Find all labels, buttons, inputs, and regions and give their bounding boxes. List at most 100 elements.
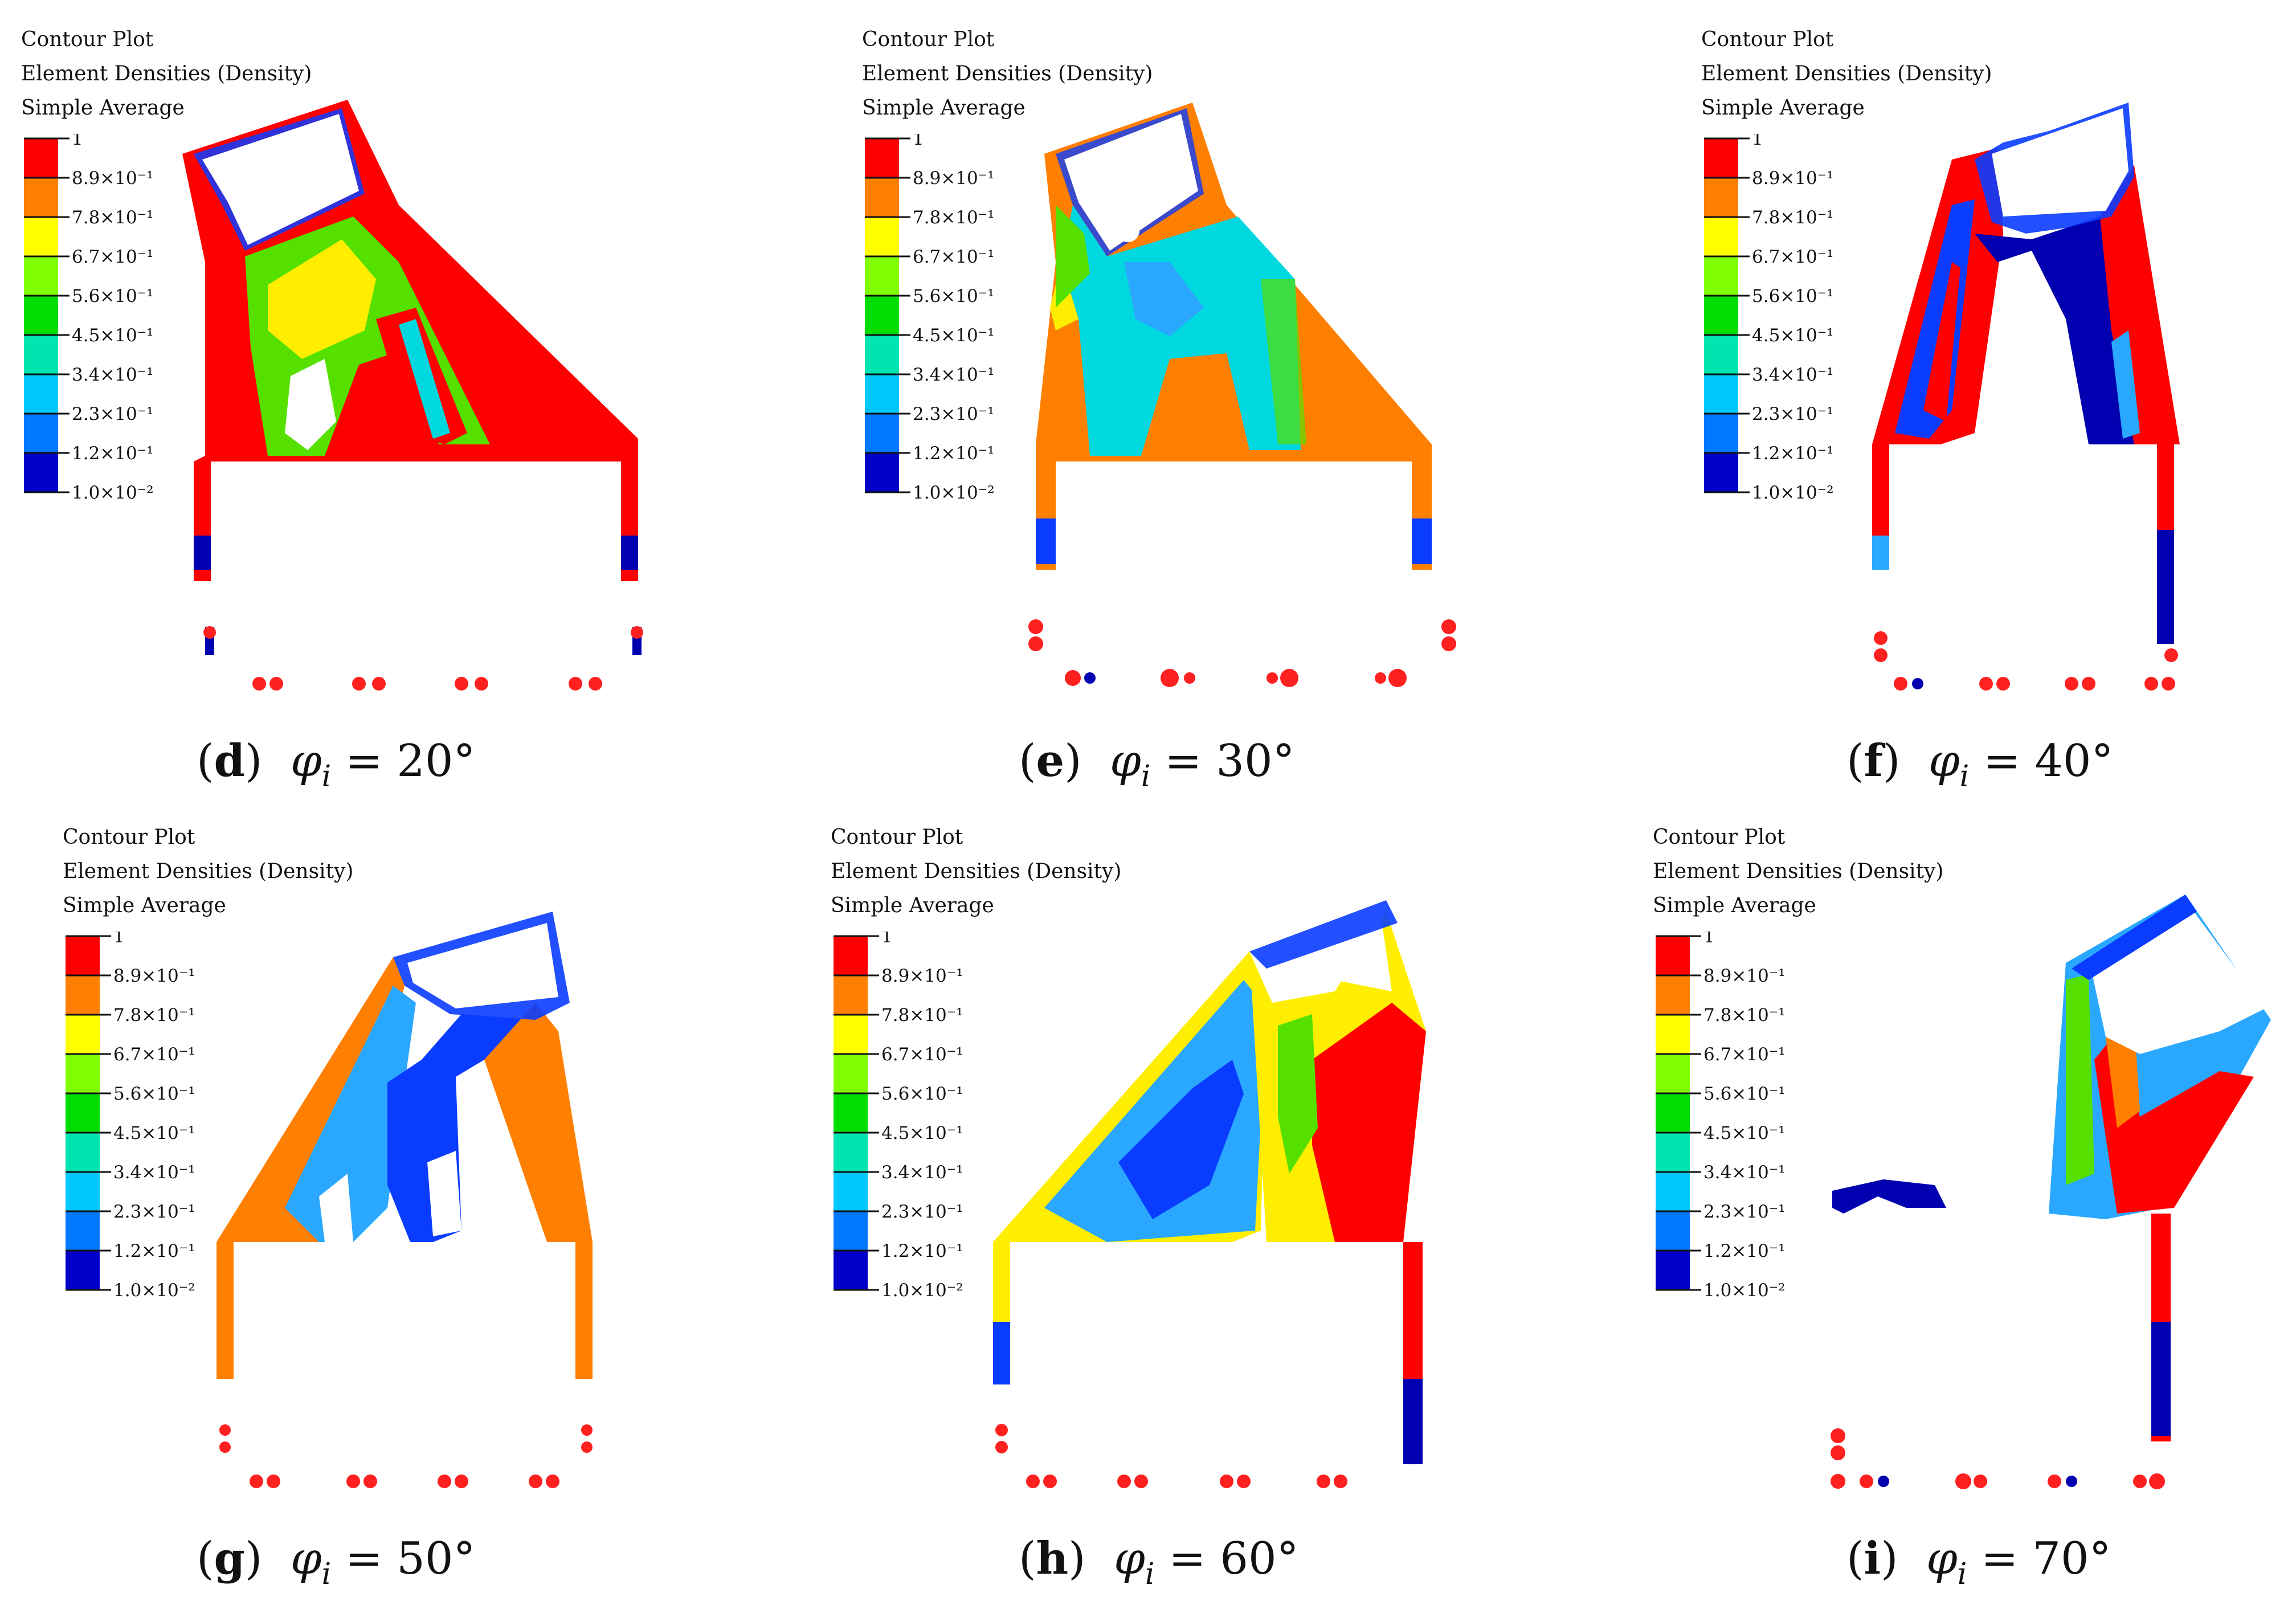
legend-tick-label: 2.3×10⁻¹ xyxy=(1703,1202,1786,1222)
legend-tick-label: 2.3×10⁻¹ xyxy=(881,1202,963,1222)
legend-tick-label: 8.9×10⁻¹ xyxy=(113,966,195,986)
color-legend: 1 8.9×10⁻¹ 7.8×10⁻¹ 6.7×10⁻¹ 5.6×10⁻¹ 4.5×10⁻… xyxy=(1704,134,1834,503)
caption-letter: f xyxy=(1864,735,1883,787)
legend-tick-label: 3.4×10⁻¹ xyxy=(913,365,995,385)
legend-color-band xyxy=(834,1211,868,1251)
caption-symbol: φ xyxy=(291,1533,322,1584)
support-joints xyxy=(1831,1428,2165,1489)
legend-color-band xyxy=(24,217,58,256)
legend-color-band xyxy=(1656,936,1690,975)
plot-header: Contour Plot Element Densities (Density)… xyxy=(831,820,1121,923)
panel-d: Contour Plot Element Densities (Density)… xyxy=(0,0,765,798)
panel-caption: (h) φi = 60° xyxy=(1019,1533,1299,1591)
density-contour-shape xyxy=(1872,103,2180,644)
legend-color-band xyxy=(1704,414,1738,453)
plot-header: Contour Plot Element Densities (Density)… xyxy=(21,23,312,125)
caption-angle: = 30° xyxy=(1150,736,1295,787)
header-averaging: Simple Average xyxy=(63,894,226,917)
header-quantity: Element Densities (Density) xyxy=(862,62,1153,85)
legend-tick-label: 5.6×10⁻¹ xyxy=(1752,286,1834,307)
legend-tick-label: 1.0×10⁻² xyxy=(881,1280,963,1301)
legend-color-band xyxy=(865,453,899,492)
density-contour-shape xyxy=(182,100,638,581)
legend-tick-label: 6.7×10⁻¹ xyxy=(1752,247,1834,267)
support-joints xyxy=(995,1424,1347,1488)
caption-symbol: φ xyxy=(1110,736,1141,787)
legend-tick-label: 3.4×10⁻¹ xyxy=(113,1162,195,1183)
legend-color-band xyxy=(865,335,899,374)
legend-color-band xyxy=(24,414,58,453)
legend-tick-label: 2.3×10⁻¹ xyxy=(113,1202,195,1222)
legend-color-band xyxy=(24,453,58,492)
header-title: Contour Plot xyxy=(1653,826,1786,849)
caption-angle: = 20° xyxy=(331,736,476,787)
legend-tick-label: 1.0×10⁻² xyxy=(1703,1280,1786,1301)
plot-header: Contour Plot Element Densities (Density)… xyxy=(862,23,1153,125)
caption-angle: = 60° xyxy=(1154,1533,1299,1584)
legend-color-band xyxy=(1704,138,1738,178)
legend-color-band xyxy=(1656,975,1690,1015)
header-averaging: Simple Average xyxy=(1701,96,1865,120)
legend-color-band xyxy=(24,256,58,296)
legend-color-band xyxy=(1704,178,1738,217)
legend-color-band xyxy=(1704,335,1738,374)
legend-tick-label: 3.4×10⁻¹ xyxy=(72,365,154,385)
header-averaging: Simple Average xyxy=(21,96,185,120)
legend-color-band xyxy=(865,178,899,217)
legend-tick-label: 3.4×10⁻¹ xyxy=(1703,1162,1786,1183)
panel-caption: (f) φi = 40° xyxy=(1846,735,2114,794)
caption-letter: e xyxy=(1036,735,1065,787)
header-averaging: Simple Average xyxy=(862,96,1026,120)
legend-tick-label: 1.2×10⁻¹ xyxy=(881,1241,963,1261)
legend-tick-label: 6.7×10⁻¹ xyxy=(913,247,995,267)
panel-f: Contour Plot Element Densities (Density)… xyxy=(1530,0,2295,798)
color-legend: 1 8.9×10⁻¹ 7.8×10⁻¹ 6.7×10⁻¹ 5.6×10⁻¹ 4.5×10⁻… xyxy=(1656,932,1786,1301)
header-quantity: Element Densities (Density) xyxy=(21,62,312,85)
legend-tick-label: 1.2×10⁻¹ xyxy=(1752,443,1834,464)
legend-color-band xyxy=(24,178,58,217)
legend-tick-label: 5.6×10⁻¹ xyxy=(913,286,995,307)
caption-symbol: φ xyxy=(1114,1533,1145,1584)
legend-color-band xyxy=(66,1172,100,1211)
color-legend: 1 8.9×10⁻¹ 7.8×10⁻¹ 6.7×10⁻¹ 5.6×10⁻¹ 4.5×10⁻… xyxy=(24,134,154,503)
legend-color-band xyxy=(1656,1015,1690,1054)
caption-letter: g xyxy=(214,1533,245,1584)
caption-angle: = 50° xyxy=(331,1533,476,1584)
header-averaging: Simple Average xyxy=(1653,894,1816,917)
legend-color-band xyxy=(66,975,100,1015)
legend-color-band xyxy=(865,217,899,256)
legend-color-band xyxy=(66,1054,100,1093)
legend-tick-label: 7.8×10⁻¹ xyxy=(113,1005,195,1026)
legend-tick-label: 1 xyxy=(113,932,125,947)
caption-letter: i xyxy=(1864,1533,1881,1584)
caption-letter: d xyxy=(214,735,245,787)
legend-tick-label: 1 xyxy=(72,134,83,149)
support-joints xyxy=(1874,631,2178,691)
header-quantity: Element Densities (Density) xyxy=(1701,62,1992,85)
legend-color-band xyxy=(1704,296,1738,335)
header-title: Contour Plot xyxy=(63,826,195,849)
legend-color-band xyxy=(834,1251,868,1290)
legend-color-band xyxy=(1656,1093,1690,1133)
caption-letter: h xyxy=(1036,1533,1069,1584)
header-title: Contour Plot xyxy=(1701,28,1834,51)
legend-tick-label: 5.6×10⁻¹ xyxy=(881,1084,963,1104)
legend-color-band xyxy=(865,256,899,296)
legend-color-band xyxy=(24,138,58,178)
legend-color-band xyxy=(24,296,58,335)
legend-color-band xyxy=(66,1211,100,1251)
caption-subscript: i xyxy=(321,1557,332,1591)
header-title: Contour Plot xyxy=(831,826,963,849)
caption-angle: = 40° xyxy=(1969,736,2114,787)
legend-color-band xyxy=(865,414,899,453)
legend-color-band xyxy=(834,1054,868,1093)
legend-tick-label: 8.9×10⁻¹ xyxy=(881,966,963,986)
legend-tick-label: 5.6×10⁻¹ xyxy=(72,286,154,307)
legend-color-band xyxy=(834,975,868,1015)
caption-subscript: i xyxy=(1959,759,1970,794)
caption-angle: = 70° xyxy=(1967,1533,2111,1584)
legend-tick-label: 3.4×10⁻¹ xyxy=(1752,365,1834,385)
panel-caption: (d) φi = 20° xyxy=(197,735,476,794)
panel-g: Contour Plot Element Densities (Density)… xyxy=(0,798,765,1595)
panel-caption: (e) φi = 30° xyxy=(1019,735,1295,794)
